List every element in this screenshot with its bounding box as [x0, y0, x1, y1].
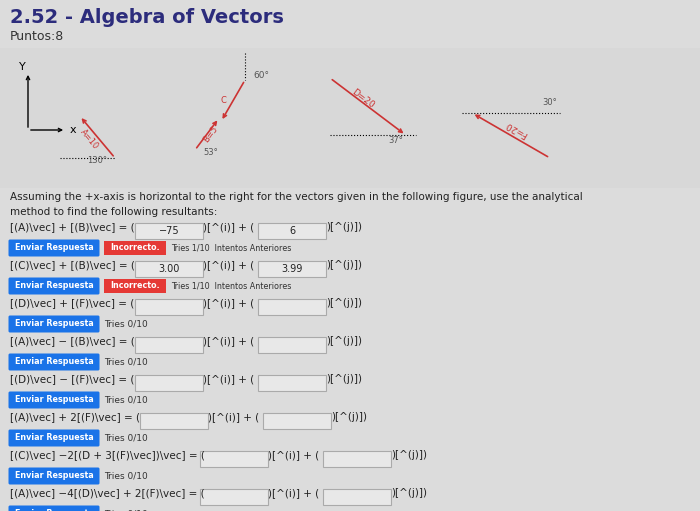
FancyBboxPatch shape [0, 48, 700, 188]
Text: Tries 0/10: Tries 0/10 [104, 433, 148, 443]
Text: F=20: F=20 [503, 120, 528, 140]
Text: [(A)\vec] − [(B)\vec] = (: [(A)\vec] − [(B)\vec] = ( [10, 336, 134, 346]
FancyBboxPatch shape [200, 489, 268, 505]
Text: [(A)\vec] + [(B)\vec] = (: [(A)\vec] + [(B)\vec] = ( [10, 222, 134, 232]
FancyBboxPatch shape [135, 261, 203, 277]
Text: )[^(j)]): )[^(j)]) [326, 298, 362, 308]
FancyBboxPatch shape [104, 279, 166, 293]
Text: Tries 0/10: Tries 0/10 [104, 358, 148, 366]
Text: Tries 0/10: Tries 0/10 [104, 472, 148, 480]
Text: )[^(j)]): )[^(j)]) [326, 260, 362, 270]
FancyBboxPatch shape [258, 375, 326, 391]
Text: Tries 1/10  Intentos Anteriores: Tries 1/10 Intentos Anteriores [171, 282, 291, 290]
Text: [(D)\vec] − [(F)\vec] = (: [(D)\vec] − [(F)\vec] = ( [10, 374, 134, 384]
Text: [(C)\vec] + [(B)\vec] = (: [(C)\vec] + [(B)\vec] = ( [10, 260, 135, 270]
Text: Incorrecto.: Incorrecto. [110, 282, 160, 290]
Text: )[^(i)] + (: )[^(i)] + ( [203, 374, 254, 384]
FancyBboxPatch shape [8, 315, 99, 333]
Text: Enviar Respuesta: Enviar Respuesta [15, 319, 93, 329]
Text: Enviar Respuesta: Enviar Respuesta [15, 396, 93, 405]
Text: Enviar Respuesta: Enviar Respuesta [15, 244, 93, 252]
FancyBboxPatch shape [140, 413, 208, 429]
FancyBboxPatch shape [135, 299, 203, 315]
Text: )[^(i)] + (: )[^(i)] + ( [203, 260, 254, 270]
Text: Y: Y [19, 62, 25, 72]
Text: )[^(i)] + (: )[^(i)] + ( [203, 222, 254, 232]
Text: Enviar Respuesta: Enviar Respuesta [15, 358, 93, 366]
Text: Enviar Respuesta: Enviar Respuesta [15, 472, 93, 480]
Text: Assuming the +x-axis is horizontal to the right for the vectors given in the fol: Assuming the +x-axis is horizontal to th… [10, 192, 582, 202]
Text: [(A)\vec] −4[(D)\vec] + 2[(F)\vec] = (: [(A)\vec] −4[(D)\vec] + 2[(F)\vec] = ( [10, 488, 204, 498]
FancyBboxPatch shape [8, 240, 99, 257]
FancyBboxPatch shape [8, 430, 99, 447]
Text: )[^(j)]): )[^(j)]) [326, 222, 362, 232]
FancyBboxPatch shape [323, 451, 391, 467]
FancyBboxPatch shape [323, 489, 391, 505]
Text: )[^(i)] + (: )[^(i)] + ( [203, 298, 254, 308]
Text: [(C)\vec] −2[(D + 3[(F)\vec])\vec] = (: [(C)\vec] −2[(D + 3[(F)\vec])\vec] = ( [10, 450, 205, 460]
Text: )[^(j)]): )[^(j)]) [326, 374, 362, 384]
Text: 130°: 130° [87, 156, 107, 165]
Text: )[^(j)]): )[^(j)]) [331, 412, 367, 422]
Text: 3.00: 3.00 [158, 264, 180, 274]
Text: 3.99: 3.99 [281, 264, 302, 274]
Text: )[^(i)] + (: )[^(i)] + ( [268, 488, 319, 498]
Text: Tries 1/10  Intentos Anteriores: Tries 1/10 Intentos Anteriores [171, 244, 291, 252]
Text: Tries 0/10: Tries 0/10 [104, 319, 148, 329]
FancyBboxPatch shape [263, 413, 331, 429]
FancyBboxPatch shape [135, 337, 203, 353]
Text: Enviar Respuesta: Enviar Respuesta [15, 282, 93, 290]
FancyBboxPatch shape [258, 299, 326, 315]
Text: B=5: B=5 [202, 124, 220, 144]
FancyBboxPatch shape [135, 223, 203, 239]
Text: Tries 0/10: Tries 0/10 [104, 396, 148, 405]
Text: D=20: D=20 [350, 87, 376, 110]
Text: 37°: 37° [388, 136, 402, 145]
Text: C: C [220, 96, 226, 105]
Text: 2.52 - Algebra of Vectors: 2.52 - Algebra of Vectors [10, 8, 284, 27]
Text: A=10: A=10 [78, 127, 100, 151]
Text: [(A)\vec] + 2[(F)\vec] = (: [(A)\vec] + 2[(F)\vec] = ( [10, 412, 140, 422]
Text: −75: −75 [159, 226, 179, 236]
FancyBboxPatch shape [258, 223, 326, 239]
Text: Tries 0/10: Tries 0/10 [104, 509, 148, 511]
Text: )[^(j)]): )[^(j)]) [391, 450, 427, 460]
Text: x: x [70, 125, 76, 135]
FancyBboxPatch shape [258, 261, 326, 277]
Text: )[^(i)] + (: )[^(i)] + ( [203, 336, 254, 346]
Text: 6: 6 [289, 226, 295, 236]
Text: )[^(i)] + (: )[^(i)] + ( [268, 450, 319, 460]
FancyBboxPatch shape [258, 337, 326, 353]
FancyBboxPatch shape [104, 241, 166, 255]
Text: )[^(j)]): )[^(j)]) [326, 336, 362, 346]
FancyBboxPatch shape [8, 277, 99, 294]
Text: [(D)\vec] + [(F)\vec] = (: [(D)\vec] + [(F)\vec] = ( [10, 298, 134, 308]
FancyBboxPatch shape [8, 505, 99, 511]
Text: method to find the following resultants:: method to find the following resultants: [10, 207, 218, 217]
Text: Incorrecto.: Incorrecto. [110, 244, 160, 252]
Text: Enviar Respuesta: Enviar Respuesta [15, 509, 93, 511]
FancyBboxPatch shape [135, 375, 203, 391]
FancyBboxPatch shape [8, 354, 99, 370]
Text: )[^(j)]): )[^(j)]) [391, 488, 427, 498]
Text: Puntos:8: Puntos:8 [10, 30, 64, 43]
Text: Enviar Respuesta: Enviar Respuesta [15, 433, 93, 443]
FancyBboxPatch shape [8, 391, 99, 408]
FancyBboxPatch shape [8, 468, 99, 484]
Text: 53°: 53° [203, 148, 218, 157]
Text: )[^(i)] + (: )[^(i)] + ( [208, 412, 259, 422]
Text: 30°: 30° [542, 98, 557, 107]
Text: 60°: 60° [253, 71, 269, 80]
FancyBboxPatch shape [200, 451, 268, 467]
